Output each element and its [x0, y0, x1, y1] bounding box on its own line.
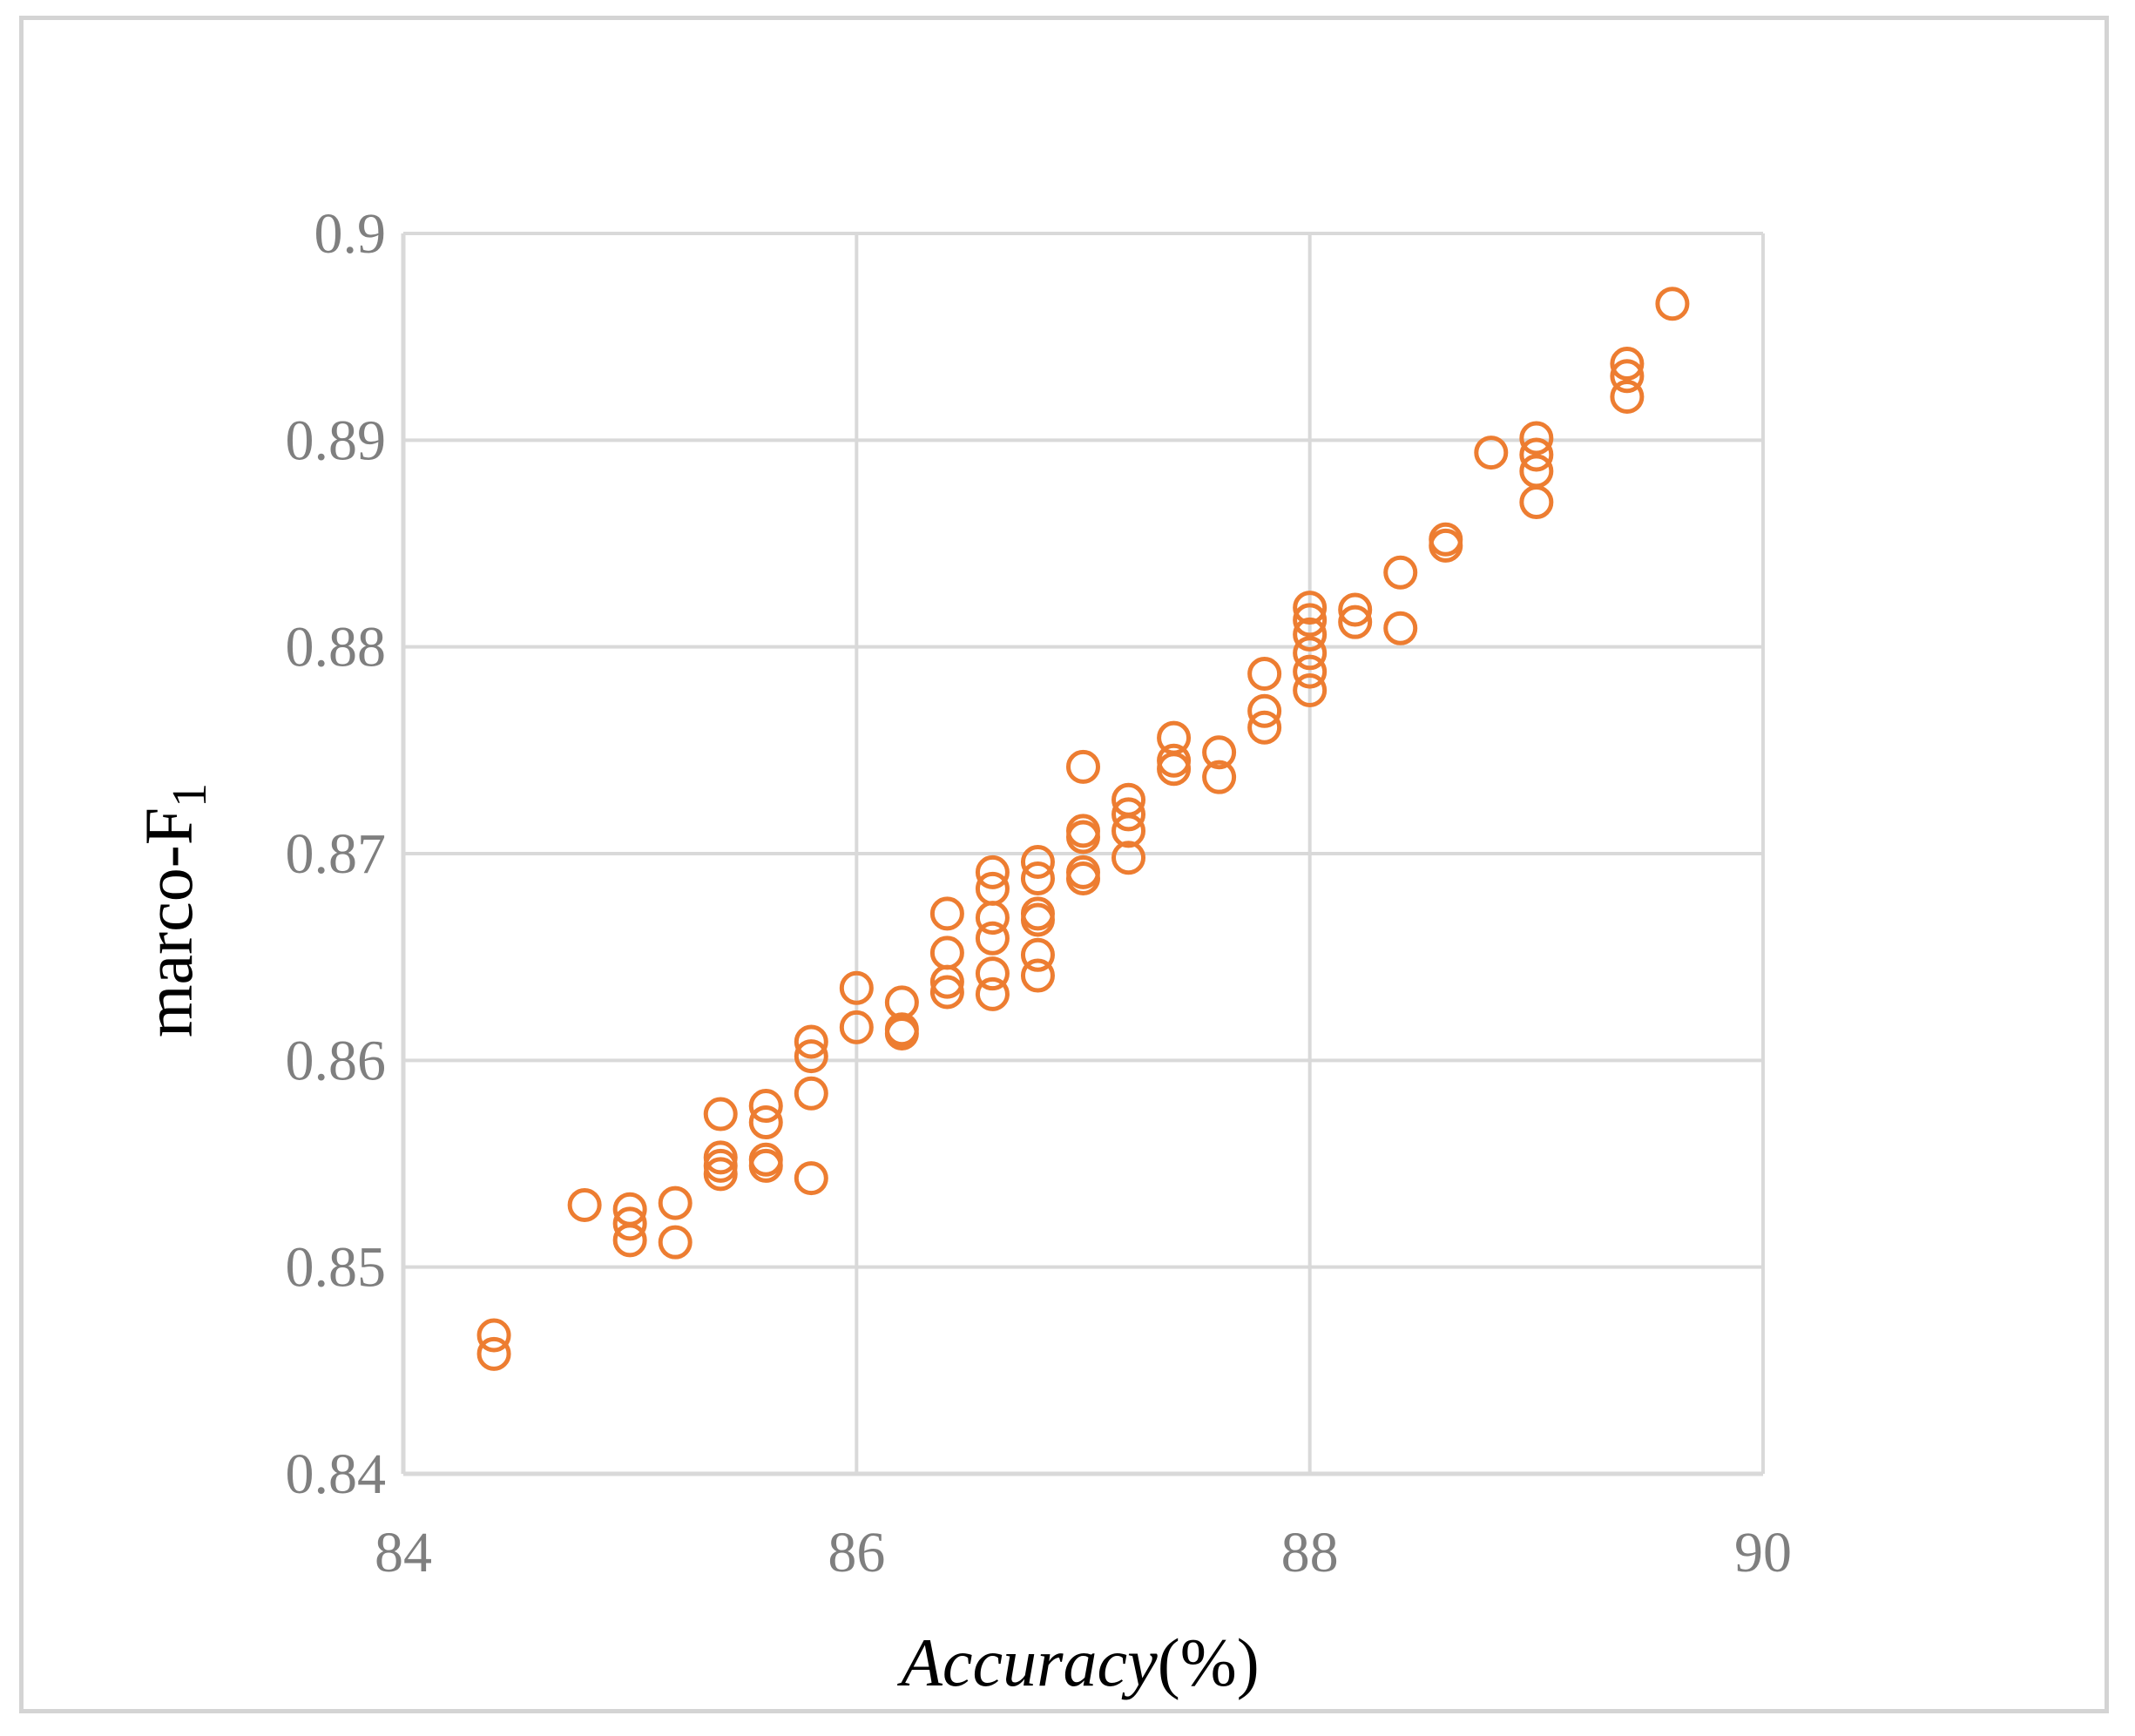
data-point [794, 1024, 828, 1059]
x-tick-label: 90 [1734, 1521, 1792, 1584]
data-point [1474, 436, 1509, 470]
data-point [929, 964, 964, 999]
tick-labels: 0.84 0.85 0.86 0.87 0.88 0.89 0.9 84 86 88 90 [286, 202, 1793, 1584]
data-point [567, 1187, 602, 1222]
data-point [476, 1318, 511, 1353]
x-axis-title-main: Accuracy [896, 1625, 1158, 1700]
y-tick-label: 0.87 [286, 822, 387, 886]
data-point [1519, 437, 1554, 472]
data-point [975, 854, 1010, 889]
data-point [975, 956, 1010, 991]
x-axis-title: Accuracy(%) [896, 1625, 1259, 1700]
data-point [1338, 592, 1373, 627]
data-point [748, 1105, 783, 1140]
chart-frame [19, 16, 2109, 1713]
data-point [1111, 841, 1146, 875]
x-axis-title-suffix: (%) [1158, 1625, 1260, 1700]
data-point [1066, 820, 1100, 854]
data-point [1519, 421, 1554, 456]
data-point [612, 1223, 647, 1258]
y-axis-title-main: marco-F [131, 807, 206, 1037]
data-point [929, 975, 964, 1010]
y-tick-label: 0.85 [286, 1236, 387, 1300]
data-point [1383, 611, 1418, 645]
data-point [1293, 603, 1328, 638]
data-point [839, 1010, 874, 1044]
data-point [1020, 958, 1055, 993]
data-point [1247, 710, 1282, 745]
y-axis-title: marco-F1 [131, 783, 217, 1037]
x-tick-label: 88 [1281, 1521, 1339, 1584]
data-point [975, 901, 1010, 936]
data-point [703, 1157, 738, 1192]
data-point [1020, 902, 1055, 937]
data-point [1247, 693, 1282, 728]
data-point [975, 976, 1010, 1011]
data-point [1066, 749, 1100, 784]
data-point [1519, 485, 1554, 520]
data-point [929, 896, 964, 931]
y-axis-title-subscript: 1 [163, 783, 217, 807]
data-point [929, 936, 964, 970]
data-point [476, 1336, 511, 1371]
data-point [658, 1185, 693, 1220]
data-point [1610, 359, 1645, 394]
data-point [1293, 636, 1328, 671]
data-point [1610, 379, 1645, 414]
data-points [476, 287, 1690, 1371]
data-point [794, 1039, 828, 1074]
data-point [1020, 937, 1055, 972]
data-point [1429, 528, 1463, 563]
y-tick-label: 0.88 [286, 616, 387, 679]
data-point [1202, 760, 1237, 794]
data-point [1247, 657, 1282, 692]
data-point [1020, 861, 1055, 895]
data-point [1020, 844, 1055, 879]
data-point [1610, 347, 1645, 382]
data-point [703, 1097, 738, 1131]
data-point [884, 1016, 919, 1050]
data-point [1293, 654, 1328, 689]
data-point [1111, 797, 1146, 832]
data-point [1111, 814, 1146, 848]
data-point [975, 921, 1010, 956]
data-point [1293, 673, 1328, 708]
data-point [748, 1089, 783, 1124]
data-point [1066, 861, 1100, 895]
data-point [1338, 605, 1373, 639]
y-tick-label: 0.84 [286, 1442, 387, 1506]
data-point [839, 970, 874, 1005]
data-point [1293, 617, 1328, 652]
x-tick-label: 84 [375, 1521, 432, 1584]
y-tick-label: 0.9 [314, 202, 387, 266]
data-point [1293, 591, 1328, 625]
data-point [748, 1148, 783, 1183]
x-tick-label: 86 [828, 1521, 885, 1584]
plot-axes [401, 233, 1763, 1476]
data-point [612, 1206, 647, 1241]
y-tick-label: 0.89 [286, 409, 387, 472]
data-point [794, 1076, 828, 1111]
y-tick-label: 0.86 [286, 1029, 387, 1092]
data-point [1202, 735, 1237, 770]
data-point [794, 1161, 828, 1196]
data-point [1655, 287, 1690, 321]
data-point [1157, 752, 1192, 787]
data-point [658, 1225, 693, 1260]
data-point [1383, 555, 1418, 590]
